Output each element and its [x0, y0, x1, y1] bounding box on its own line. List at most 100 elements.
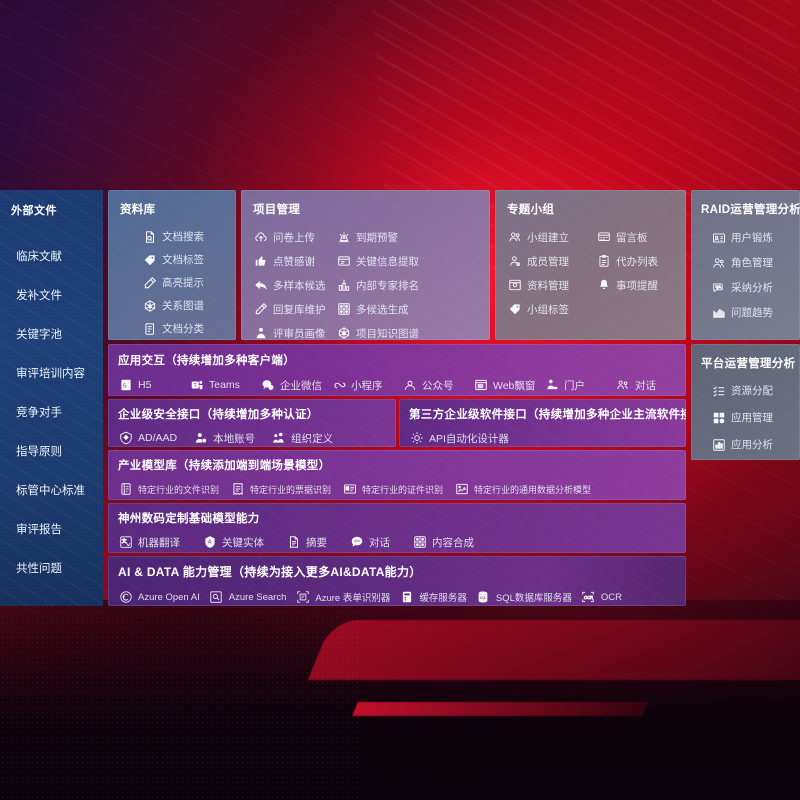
item-cache-server[interactable]: 缓存服务器	[399, 588, 467, 606]
item-doc-classify[interactable]: 文档分类	[120, 317, 236, 340]
item-data-analysis-model[interactable]: 特定行业的通用数据分析模型	[454, 480, 591, 498]
item-label: 文档标签	[162, 254, 204, 266]
knowledge-base-items: 文档搜索 文档标签 高亮提示 关系图谱 文档分类	[120, 225, 236, 340]
item-web-popup[interactable]: Web飘窗	[473, 376, 544, 394]
tag-icon	[507, 302, 522, 317]
panel-title-project-management: 项目管理	[253, 204, 301, 216]
item-summary[interactable]: 摘要	[286, 533, 327, 551]
item-ad-aad[interactable]: AD/AAD	[118, 429, 177, 447]
sidebar-item-guidelines[interactable]: 指导原则	[16, 446, 62, 458]
sidebar-item-review-report[interactable]: 审评报告	[16, 524, 62, 536]
item-label: 门户	[564, 379, 585, 392]
graph-icon	[336, 326, 351, 341]
sidebar-item-common-issues[interactable]: 共性问题	[16, 563, 62, 575]
item-issue-trend[interactable]: 问题趋势	[701, 300, 800, 325]
item-label: 文档分类	[162, 323, 204, 335]
entity-a-icon: A	[202, 535, 217, 550]
panel-topic-group: 专题小组 小组建立 留言板 成员管理 代办列表	[495, 190, 686, 340]
item-role-management[interactable]: 角色管理	[701, 250, 800, 275]
item-expiry-alert[interactable]: 到期预警	[336, 225, 419, 249]
item-todo-list[interactable]: 代办列表	[596, 249, 685, 273]
item-file-recognition[interactable]: 特定行业的文件识别	[118, 480, 219, 498]
item-key-info-extract[interactable]: 关键信息提取	[336, 249, 419, 273]
item-local-account[interactable]: 本地账号	[193, 429, 255, 447]
item-project-knowledge-graph[interactable]: 项目知识图谱	[336, 321, 419, 340]
topic-group-items: 小组建立 留言板 成员管理 代办列表 资料管理	[507, 225, 686, 321]
item-group-create[interactable]: 小组建立	[507, 225, 596, 249]
item-official-account[interactable]: 公众号	[402, 376, 473, 394]
item-doc-search[interactable]: 文档搜索	[120, 225, 236, 248]
item-message-board[interactable]: 留言板	[596, 225, 685, 249]
item-label: 回复库维护	[273, 303, 326, 316]
item-ocr[interactable]: OCR OCR	[581, 588, 622, 606]
item-label: 小组建立	[527, 231, 569, 244]
item-app-management[interactable]: 应用管理	[701, 404, 800, 431]
item-resource-allocation[interactable]: 资源分配	[701, 377, 800, 404]
panel-industry-model: 产业模型库（持续添加端到端场景模型） 特定行业的文件识别 特定行业的票据识别 特…	[108, 450, 686, 500]
item-member-management[interactable]: 成员管理	[507, 249, 596, 273]
graph-icon	[118, 500, 133, 501]
sidebar-item-competitors[interactable]: 竞争对手	[16, 407, 62, 419]
item-dialog[interactable]: 对话	[615, 376, 686, 394]
item-highlight-hint[interactable]: 高亮提示	[120, 271, 236, 294]
svg-text:SQL: SQL	[480, 596, 487, 600]
item-azure-form-recognizer[interactable]: Azure 表单识别器	[295, 588, 390, 606]
item-api-designer[interactable]: API自动化设计器	[409, 429, 509, 447]
item-label: 特定行业的通用数据分析模型	[474, 484, 592, 495]
item-like-thanks[interactable]: 点赞感谢	[253, 249, 336, 273]
item-content-synthesis[interactable]: 内容合成	[412, 533, 474, 551]
item-internal-expert-ranking[interactable]: 内部专家排名	[336, 273, 419, 297]
item-sql-database-server[interactable]: SQL SQL数据库服务器	[476, 588, 572, 606]
item-questionnaire-upload[interactable]: 问卷上传	[253, 225, 336, 249]
portal-icon	[544, 378, 559, 393]
tag-icon	[142, 252, 157, 267]
item-label: 关键信息提取	[356, 255, 419, 268]
item-label: 角色管理	[731, 257, 773, 269]
item-relation-graph[interactable]: 关系图谱	[120, 294, 236, 317]
item-label: 对话	[635, 379, 656, 392]
panel-title-third-party-api: 第三方企业级软件接口（持续增加多种企业主流软件接口）	[409, 409, 686, 421]
panel-title-knowledge-base: 资料库	[120, 204, 156, 216]
sidebar-item-clinical-literature[interactable]: 临床文献	[16, 251, 62, 263]
sidebar-item-supplement-file[interactable]: 发补文件	[16, 290, 62, 302]
item-wechat-work[interactable]: 企业微信	[260, 376, 331, 394]
item-label: 内部专家排名	[356, 279, 419, 292]
item-id-recognition[interactable]: 特定行业的证件识别	[342, 480, 443, 498]
item-teams[interactable]: T Teams	[189, 376, 260, 394]
item-key-entity[interactable]: A 关键实体	[202, 533, 264, 551]
item-org-definition[interactable]: 组织定义	[271, 429, 333, 447]
item-h5[interactable]: 5 H5	[118, 376, 189, 394]
item-dialog[interactable]: 对话	[349, 533, 390, 551]
item-group-tag[interactable]: 小组标签	[507, 297, 596, 321]
sidebar-item-standards-center[interactable]: 标管中心标准	[16, 485, 85, 497]
item-user-training[interactable]: 用户锻炼	[701, 225, 800, 250]
item-material-management[interactable]: 资料管理	[507, 273, 596, 297]
official-account-icon	[402, 378, 417, 393]
panel-title-ai-data: AI & DATA 能力管理（持续为接入更多AI&DATA能力）	[118, 565, 422, 579]
item-adoption-analysis[interactable]: QA 采纳分析	[701, 275, 800, 300]
item-multi-sample-candidate[interactable]: 多样本候选	[253, 273, 336, 297]
item-label: 多样本候选	[273, 279, 326, 292]
item-azure-open-ai[interactable]: Azure Open AI	[118, 588, 200, 606]
extract-icon	[336, 254, 351, 269]
item-azure-search[interactable]: Azure Search	[209, 588, 286, 606]
sidebar-item-training-content[interactable]: 审评培训内容	[16, 368, 85, 380]
item-multi-candidate-generate[interactable]: 多候选生成	[336, 297, 419, 321]
item-label: 摘要	[306, 536, 327, 549]
item-label: 关系图谱	[162, 300, 204, 312]
item-receipt-recognition[interactable]: 特定行业的票据识别	[230, 480, 331, 498]
item-knowledge-model[interactable]: 特定行业的通用知识澜模型	[118, 498, 246, 500]
item-machine-translation[interactable]: 文 机器翻译	[118, 533, 180, 551]
item-doc-tag[interactable]: 文档标签	[120, 248, 236, 271]
app-chart-icon	[711, 437, 726, 452]
panel-title-security-api: 企业级安全接口（持续增加多种认证）	[118, 409, 319, 421]
sidebar-item-keyword-pool[interactable]: 关键字池	[16, 329, 62, 341]
item-portal[interactable]: 门户	[544, 376, 615, 394]
panel-app-interaction: 应用交互（持续增加多种客户端） 5 H5 T Teams 企业微信 小程序	[108, 344, 686, 396]
item-reply-library-maintain[interactable]: 回复库维护	[253, 297, 336, 321]
item-mini-program[interactable]: 小程序	[331, 376, 402, 394]
item-reviewer-profile[interactable]: 评审员画像	[253, 321, 336, 340]
item-app-analysis[interactable]: 应用分析	[701, 431, 800, 458]
item-event-reminder[interactable]: 事项提醒	[596, 273, 685, 297]
raid-analysis-items: 用户锻炼 角色管理 QA 采纳分析 问题趋势	[701, 225, 800, 325]
